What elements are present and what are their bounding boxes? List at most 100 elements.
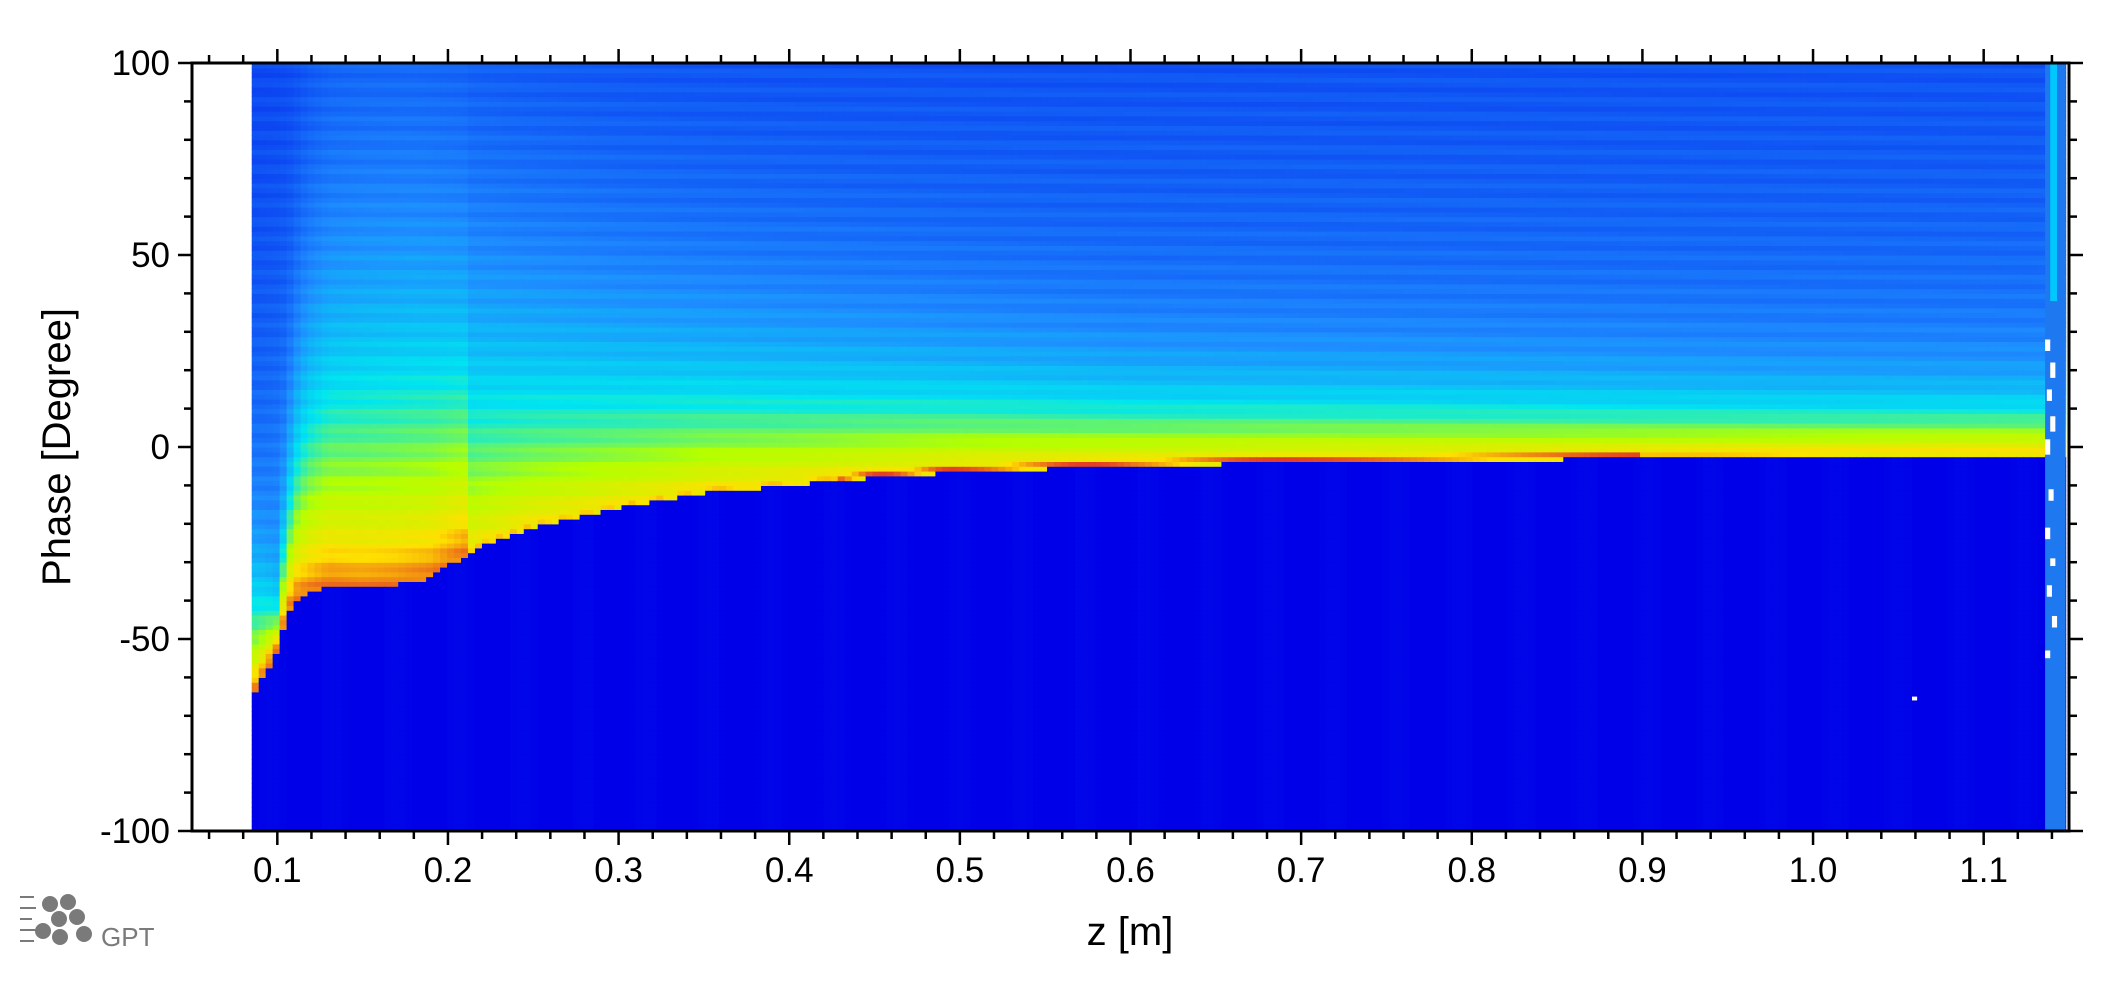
heatmap-cell [308, 706, 316, 711]
heatmap-cell [335, 97, 343, 102]
heatmap-cell [356, 725, 364, 730]
heatmap-cell [280, 788, 288, 793]
heatmap-cell [252, 529, 260, 534]
heatmap-cell [266, 769, 274, 774]
heatmap-cell [377, 673, 385, 678]
heatmap-cell [356, 169, 364, 174]
heatmap-cell [342, 135, 350, 140]
heatmap-cell [252, 605, 260, 610]
heatmap-cell [405, 207, 413, 212]
heatmap-cell [321, 241, 329, 246]
heatmap-cell [391, 92, 399, 97]
heatmap-cell [266, 461, 274, 466]
heatmap-cell [335, 745, 343, 750]
heatmap-cell [280, 121, 288, 126]
heatmap-cell [321, 284, 329, 289]
heatmap-cell [308, 274, 316, 279]
heatmap-cell [377, 284, 385, 289]
heatmap-cell [280, 730, 288, 735]
heatmap-cell [356, 375, 364, 380]
heatmap-cell [398, 279, 406, 284]
heatmap-cell [335, 687, 343, 692]
heatmap-cell [356, 87, 364, 92]
heatmap-cell [280, 255, 288, 260]
heatmap-cell [335, 82, 343, 87]
heatmap-cell [363, 447, 371, 452]
heatmap-cell [294, 529, 302, 534]
heatmap-cell [287, 116, 295, 121]
heatmap-cell [266, 668, 274, 673]
heatmap-cell [370, 97, 378, 102]
heatmap-cell [301, 495, 309, 500]
heatmap-cell [363, 413, 371, 418]
heatmap-cell [266, 327, 274, 332]
heatmap-cell [252, 716, 260, 721]
heatmap-cell [356, 313, 364, 318]
heatmap-cell [273, 437, 281, 442]
heatmap-cell [287, 298, 295, 303]
heatmap-cell [315, 317, 323, 322]
heatmap-cell [266, 490, 274, 495]
heatmap-cell [356, 769, 364, 774]
heatmap-cell [287, 735, 295, 740]
heatmap-cell [370, 697, 378, 702]
heatmap-cell [315, 802, 323, 807]
heatmap-cell [391, 461, 399, 466]
heatmap-cell [280, 308, 288, 313]
heatmap-cell [301, 754, 309, 759]
heatmap-cell [328, 749, 336, 754]
heatmap-cell [391, 303, 399, 308]
heatmap-cell [363, 106, 371, 111]
heatmap-cell [370, 121, 378, 126]
heatmap-cell [377, 519, 385, 524]
heatmap-cell [363, 797, 371, 802]
heatmap-cell [363, 389, 371, 394]
heatmap-cell [356, 346, 364, 351]
heatmap-cell [315, 394, 323, 399]
heatmap-cell [377, 740, 385, 745]
heatmap-cell [349, 197, 357, 202]
heatmap-cell [384, 485, 392, 490]
heatmap-cell [321, 361, 329, 366]
heatmap-cell [280, 327, 288, 332]
heatmap-cell [315, 490, 323, 495]
heatmap-cell [308, 519, 316, 524]
heatmap-cell [398, 260, 406, 265]
heatmap-cell [315, 73, 323, 78]
heatmap-cell [398, 308, 406, 313]
heatmap-cell [398, 255, 406, 260]
heatmap-cell [280, 77, 288, 82]
heatmap-cell [335, 202, 343, 207]
heatmap-cell [280, 68, 288, 73]
heatmap-cell [328, 706, 336, 711]
heatmap-cell [349, 754, 357, 759]
heatmap-cell [328, 788, 336, 793]
heatmap-cell [308, 740, 316, 745]
heatmap-cell [398, 394, 406, 399]
heatmap-cell [266, 207, 274, 212]
heatmap-cell [294, 649, 302, 654]
heatmap-cell [349, 601, 357, 606]
heatmap-cell [398, 754, 406, 759]
heatmap-cell [356, 202, 364, 207]
heatmap-cell [412, 164, 420, 169]
heatmap-cell [391, 313, 399, 318]
heatmap-cell [321, 682, 329, 687]
heatmap-cell [280, 533, 288, 538]
heatmap-cell [342, 601, 350, 606]
heatmap-cell [294, 663, 302, 668]
heatmap-cell [308, 452, 316, 457]
heatmap-cell [391, 164, 399, 169]
heatmap-cell [321, 437, 329, 442]
heatmap-cell [391, 663, 399, 668]
heatmap-cell [398, 625, 406, 630]
heatmap-cell [356, 226, 364, 231]
heatmap-cell [308, 356, 316, 361]
heatmap-cell [363, 562, 371, 567]
heatmap-cell [315, 97, 323, 102]
heatmap-cell [280, 178, 288, 183]
heatmap-cell [363, 663, 371, 668]
heatmap-cell [301, 351, 309, 356]
heatmap-cell [398, 471, 406, 476]
heatmap-cell [349, 409, 357, 414]
